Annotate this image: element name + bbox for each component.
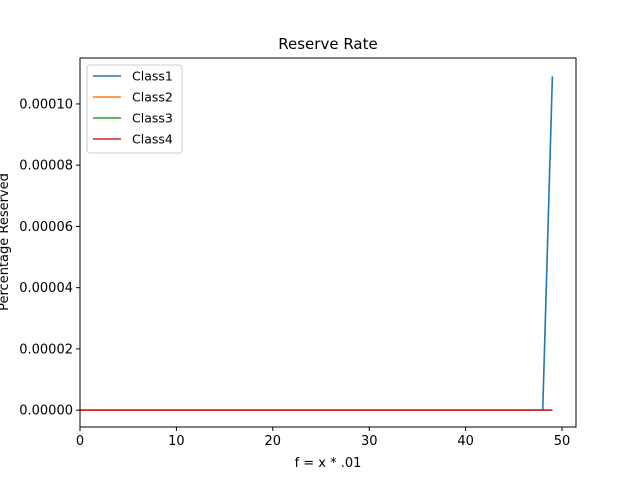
legend-label: Class2 <box>132 90 173 105</box>
y-axis-title: Percentage Reserved <box>0 173 12 311</box>
legend-item: Class4 <box>93 132 173 147</box>
legend-label: Class1 <box>132 69 173 84</box>
series-layer <box>80 76 554 411</box>
legend: Class1 Class2 Class3 Class4 <box>86 64 183 154</box>
legend-item: Class3 <box>93 111 173 126</box>
legend-item: Class2 <box>93 90 173 105</box>
x-tick-label: 20 <box>265 434 282 449</box>
x-tick-label: 40 <box>457 434 474 449</box>
legend-label: Class3 <box>132 111 173 126</box>
x-axis-title: f = x * .01 <box>295 456 362 471</box>
legend-frame <box>86 64 183 154</box>
y-tick-label: 0.00008 <box>19 159 73 174</box>
x-axis: 0 10 20 30 40 50 <box>76 427 570 449</box>
x-tick-label: 10 <box>168 434 185 449</box>
y-axis: 0.00000 0.00002 0.00004 0.00006 0.00008 0.000… <box>19 97 80 419</box>
x-tick-label: 30 <box>361 434 378 449</box>
y-tick-label: 0.00010 <box>19 97 73 112</box>
x-tick-label: 50 <box>554 434 571 449</box>
chart-title: Reserve Rate <box>278 35 377 53</box>
y-tick-label: 0.00000 <box>19 404 73 419</box>
legend-item: Class1 <box>93 69 173 84</box>
legend-label: Class4 <box>132 132 173 147</box>
x-tick-label: 0 <box>76 434 84 449</box>
y-tick-label: 0.00006 <box>19 220 73 235</box>
y-tick-label: 0.00004 <box>19 281 73 296</box>
y-tick-label: 0.00002 <box>19 342 73 357</box>
plot-frame <box>79 57 577 428</box>
